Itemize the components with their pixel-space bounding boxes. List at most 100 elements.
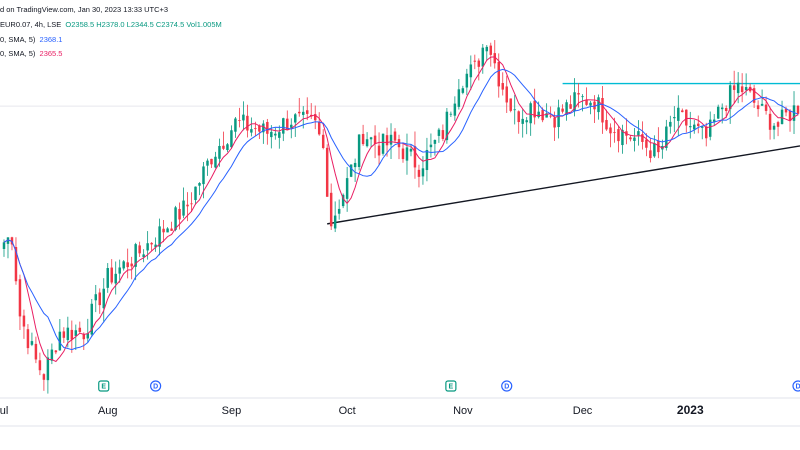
- candle-body: [529, 103, 532, 124]
- candle-body: [445, 111, 449, 141]
- candle-body: [453, 103, 457, 116]
- candle-body: [716, 106, 720, 119]
- candle-body: [341, 194, 345, 207]
- candle-body: [609, 127, 612, 134]
- candle-body: [437, 129, 441, 136]
- candle-body: [361, 133, 365, 145]
- candle-body: [325, 147, 329, 197]
- candle-body: [565, 102, 568, 115]
- event-marker-letter: D: [504, 384, 509, 391]
- candle-body: [461, 88, 465, 93]
- candle-body: [577, 93, 580, 95]
- candle-body: [784, 108, 788, 113]
- candle-body: [752, 88, 756, 103]
- candle-body: [429, 144, 433, 148]
- candle-body: [457, 89, 461, 107]
- time-axis-label: Oct: [339, 405, 356, 417]
- dividend-marker: [150, 380, 162, 392]
- candle-body: [154, 244, 157, 248]
- time-axis-label: Dec: [573, 405, 593, 417]
- candle-body: [94, 294, 98, 301]
- candle-body: [142, 254, 145, 258]
- candle-body: [349, 164, 353, 177]
- candle-body: [585, 99, 588, 105]
- candle-body: [254, 128, 257, 130]
- candle-body: [357, 134, 361, 167]
- candle-body: [673, 117, 676, 119]
- moving-average-layer: [3, 56, 799, 363]
- candle-body: [74, 330, 78, 336]
- candle-body: [190, 203, 193, 205]
- ma1-label: 0, SMA, 5): [0, 35, 36, 44]
- candle-body: [202, 166, 205, 185]
- candle-body: [333, 215, 337, 229]
- candle-body: [178, 208, 181, 220]
- candle-body: [569, 104, 572, 109]
- candle-body: [497, 61, 500, 87]
- symbol-label: EUR0.07, 4h, LSE: [0, 20, 62, 29]
- event-marker-letter: E: [101, 384, 106, 391]
- candle-body: [557, 107, 560, 128]
- candle-body: [776, 122, 780, 127]
- dividend-marker: [792, 380, 800, 392]
- candle-body: [501, 83, 504, 90]
- candle-body: [748, 86, 752, 92]
- candle-body: [537, 111, 540, 118]
- candle-body: [485, 46, 489, 52]
- trendline-layer: [327, 82, 800, 225]
- candle-body: [621, 129, 624, 146]
- earnings-marker: [445, 380, 457, 392]
- candle-body: [186, 204, 189, 207]
- candle-body: [521, 118, 524, 124]
- candle-body: [489, 45, 493, 55]
- candle-body: [473, 60, 477, 62]
- candle-body: [6, 237, 10, 244]
- candle-body: [114, 273, 117, 284]
- candle-body: [170, 228, 173, 231]
- candle-body: [130, 263, 133, 267]
- candle-body: [118, 267, 121, 274]
- candle-body: [377, 145, 381, 156]
- candle-body: [46, 357, 50, 381]
- time-axis-label: Sep: [222, 405, 242, 417]
- candle-body: [525, 120, 528, 123]
- candle-body: [122, 261, 125, 269]
- candles-layer: [2, 40, 800, 394]
- candle-body: [218, 145, 221, 159]
- header-ohlc: EUR0.07, 4h, LSE O2358.5 H2378.0 L2344.5…: [0, 20, 222, 29]
- candle-body: [413, 146, 417, 168]
- candle-body: [194, 186, 197, 201]
- candle-body: [317, 121, 321, 135]
- candle-body: [2, 242, 6, 249]
- candle-body: [182, 200, 185, 216]
- candle-body: [481, 47, 485, 67]
- candle-body: [286, 118, 289, 131]
- ma2-value: 2365.5: [39, 49, 63, 58]
- candle-body: [22, 315, 26, 327]
- candle-body: [441, 130, 445, 139]
- candle-body: [641, 134, 644, 142]
- candle-body: [345, 178, 349, 199]
- header-source-text: d on TradingView.com, Jan 30, 2023 13:33…: [0, 5, 169, 14]
- candle-body: [305, 110, 309, 114]
- candle-body: [158, 226, 161, 247]
- candle-body: [174, 207, 177, 230]
- candle-body: [54, 350, 58, 353]
- candle-body: [66, 327, 70, 341]
- candle-body: [278, 132, 281, 138]
- candle-body: [792, 105, 796, 121]
- event-marker-letter: E: [449, 384, 454, 391]
- candle-body: [704, 126, 708, 139]
- candle-body: [617, 129, 620, 142]
- candle-body: [266, 121, 269, 134]
- candle-body: [545, 113, 548, 118]
- candle-body: [298, 111, 301, 114]
- candle-body: [321, 134, 325, 148]
- candle-body: [681, 110, 684, 113]
- candle-body: [210, 158, 213, 165]
- candle-body: [106, 268, 109, 288]
- candle-body: [234, 118, 237, 132]
- candle-body: [102, 288, 105, 309]
